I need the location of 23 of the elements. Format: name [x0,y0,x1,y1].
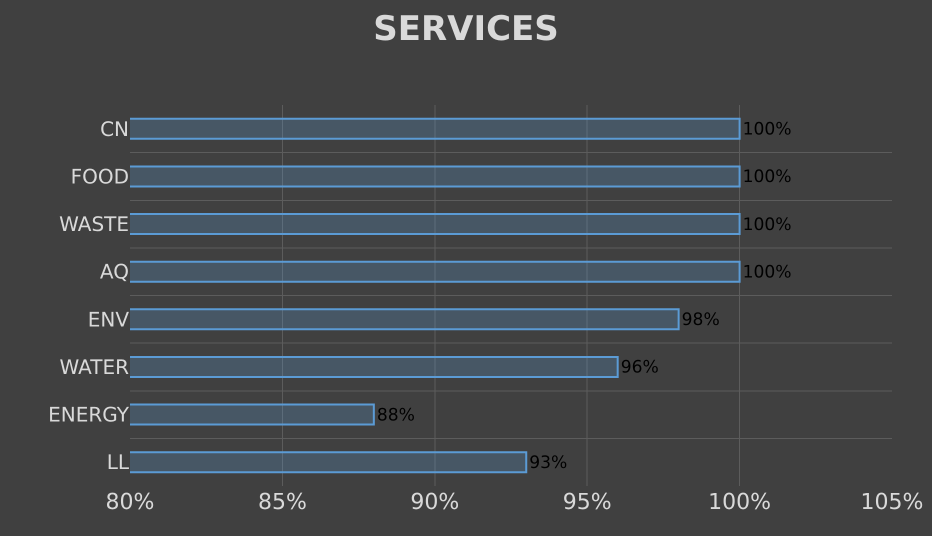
x-tick-label: 105% [860,490,924,515]
data-label: 100% [742,262,792,282]
data-label: 100% [742,167,792,188]
data-label: 93% [529,452,568,473]
x-tick-label: 85% [258,490,307,515]
y-tick-label: CN [100,116,129,141]
x-tick-label: 90% [410,490,460,515]
data-label: 100% [742,120,792,140]
y-tick-label: WATER [59,354,130,379]
y-tick-label: AQ [100,260,129,284]
chart-title: SERVICES [373,8,559,49]
y-tick-label: ENV [88,307,130,332]
data-label: 88% [376,405,415,426]
x-tick-label: 80% [106,490,154,515]
data-label: 98% [682,310,720,330]
y-tick-label: ENERGY [48,402,130,427]
x-tick-label: 100% [708,490,772,515]
data-label: 96% [620,358,659,378]
y-tick-label: FOOD [70,164,129,188]
data-label: 100% [742,214,792,235]
y-tick-label: WASTE [59,212,129,236]
x-tick-label: 95% [562,490,612,515]
y-tick-label: LL [106,450,130,474]
